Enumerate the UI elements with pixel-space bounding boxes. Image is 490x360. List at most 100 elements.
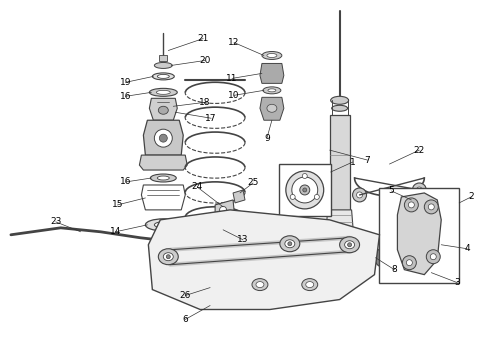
Text: 23: 23: [50, 217, 61, 226]
Ellipse shape: [286, 171, 324, 209]
Text: 11: 11: [226, 74, 238, 83]
Ellipse shape: [353, 188, 367, 202]
Ellipse shape: [357, 192, 363, 198]
Text: 9: 9: [264, 134, 270, 143]
Text: 10: 10: [228, 91, 240, 100]
Ellipse shape: [402, 256, 416, 270]
Text: 22: 22: [414, 145, 425, 154]
Ellipse shape: [302, 279, 318, 291]
Polygon shape: [142, 185, 185, 210]
Ellipse shape: [220, 206, 226, 213]
Text: 18: 18: [199, 98, 211, 107]
Polygon shape: [260, 97, 284, 120]
Ellipse shape: [154, 62, 172, 68]
Text: 12: 12: [228, 38, 240, 47]
Polygon shape: [260, 63, 284, 84]
Text: 5: 5: [389, 186, 394, 195]
Ellipse shape: [430, 254, 436, 260]
Ellipse shape: [424, 200, 438, 214]
Polygon shape: [144, 120, 183, 155]
Ellipse shape: [149, 88, 177, 96]
Text: 26: 26: [179, 291, 191, 300]
Ellipse shape: [285, 240, 295, 248]
Ellipse shape: [290, 194, 295, 199]
Bar: [159, 55, 167, 62]
Ellipse shape: [337, 265, 343, 271]
Ellipse shape: [280, 236, 300, 252]
Ellipse shape: [416, 187, 422, 193]
Ellipse shape: [200, 285, 210, 293]
Text: 21: 21: [197, 34, 209, 43]
Ellipse shape: [331, 96, 348, 104]
Ellipse shape: [302, 174, 307, 179]
Ellipse shape: [158, 106, 168, 114]
Ellipse shape: [426, 250, 440, 264]
Text: 16: 16: [120, 177, 131, 186]
Polygon shape: [233, 190, 245, 203]
Text: 6: 6: [182, 315, 188, 324]
Text: 14: 14: [110, 227, 121, 236]
Polygon shape: [215, 200, 235, 230]
Text: 13: 13: [237, 235, 249, 244]
Ellipse shape: [156, 90, 171, 94]
Text: 16: 16: [120, 92, 131, 101]
Ellipse shape: [428, 204, 434, 210]
Text: 19: 19: [120, 78, 131, 87]
Ellipse shape: [221, 219, 228, 226]
Ellipse shape: [199, 262, 211, 274]
Bar: [330, 115, 349, 210]
Bar: [379, 188, 459, 283]
Ellipse shape: [347, 243, 352, 247]
Ellipse shape: [379, 253, 390, 263]
Text: 7: 7: [365, 156, 370, 165]
Ellipse shape: [154, 129, 172, 147]
Text: 15: 15: [112, 201, 123, 210]
Ellipse shape: [303, 188, 307, 192]
Ellipse shape: [408, 202, 415, 208]
Ellipse shape: [146, 219, 181, 231]
Ellipse shape: [315, 194, 319, 199]
Text: 25: 25: [247, 179, 259, 188]
Ellipse shape: [157, 176, 169, 180]
Polygon shape: [397, 193, 441, 275]
Ellipse shape: [166, 255, 171, 259]
Ellipse shape: [159, 134, 167, 142]
Ellipse shape: [157, 75, 169, 78]
Ellipse shape: [268, 89, 276, 92]
Ellipse shape: [154, 222, 172, 228]
Ellipse shape: [306, 282, 314, 288]
Polygon shape: [312, 255, 368, 270]
Ellipse shape: [263, 87, 281, 94]
Ellipse shape: [413, 183, 426, 197]
Text: 2: 2: [468, 193, 474, 202]
Ellipse shape: [152, 73, 174, 80]
Ellipse shape: [252, 279, 268, 291]
Polygon shape: [149, 98, 177, 120]
Ellipse shape: [406, 260, 413, 266]
Ellipse shape: [332, 105, 347, 111]
Polygon shape: [148, 210, 379, 310]
Ellipse shape: [163, 253, 173, 261]
Ellipse shape: [267, 104, 277, 112]
Ellipse shape: [344, 241, 355, 249]
Text: 17: 17: [205, 114, 217, 123]
Ellipse shape: [404, 198, 418, 212]
Ellipse shape: [292, 177, 318, 203]
Ellipse shape: [300, 185, 310, 195]
Ellipse shape: [267, 54, 277, 58]
Ellipse shape: [374, 248, 394, 268]
Text: 20: 20: [199, 56, 211, 65]
Ellipse shape: [158, 249, 178, 265]
Ellipse shape: [203, 265, 208, 270]
Text: 8: 8: [392, 265, 397, 274]
Ellipse shape: [256, 282, 264, 288]
Ellipse shape: [340, 237, 360, 253]
Polygon shape: [140, 155, 187, 170]
Polygon shape: [326, 210, 354, 255]
Ellipse shape: [288, 242, 292, 246]
Ellipse shape: [333, 261, 346, 275]
Text: 3: 3: [454, 278, 460, 287]
Bar: [279, 164, 331, 216]
Text: 24: 24: [192, 183, 203, 192]
Text: 4: 4: [465, 244, 470, 253]
